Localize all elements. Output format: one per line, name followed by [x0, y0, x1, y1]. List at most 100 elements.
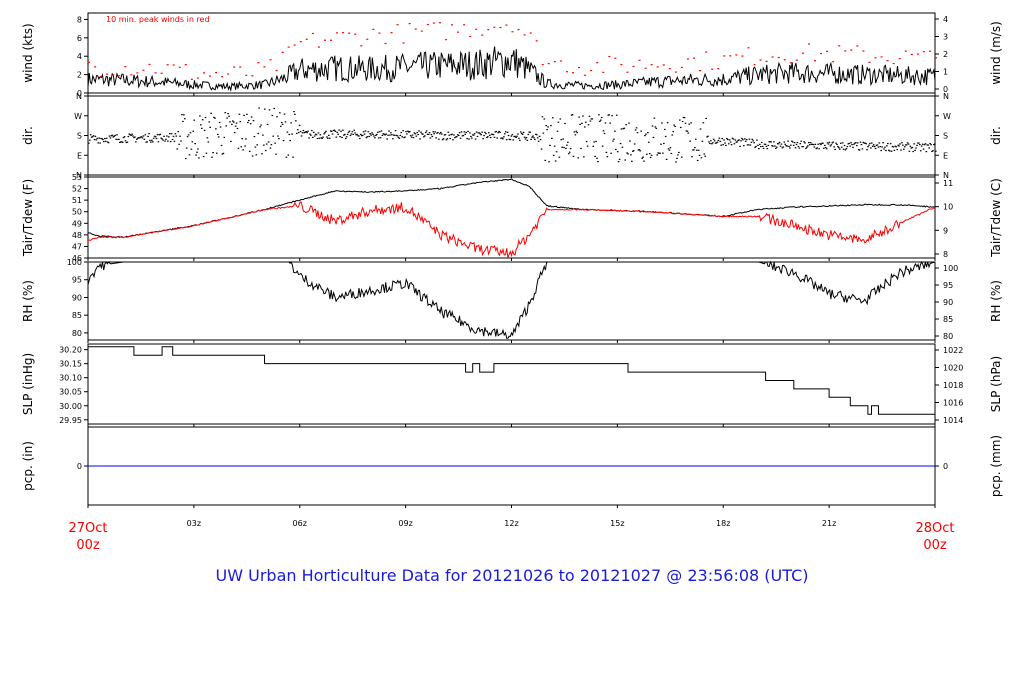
direction-point — [678, 151, 680, 154]
direction-point — [592, 145, 595, 147]
pressure-line — [88, 346, 936, 422]
direction-point — [544, 159, 547, 161]
direction-point — [160, 137, 163, 139]
panel-frame-temperature — [87, 176, 936, 259]
direction-point — [436, 132, 438, 134]
direction-point — [103, 140, 105, 143]
direction-point — [435, 137, 437, 139]
direction-point — [422, 133, 424, 135]
direction-point — [389, 134, 391, 136]
direction-point — [303, 131, 306, 134]
direction-point — [611, 115, 613, 117]
direction-point — [515, 136, 517, 139]
direction-point — [469, 132, 471, 134]
direction-point — [779, 145, 782, 147]
direction-point — [145, 141, 148, 143]
peak-wind-point — [602, 71, 605, 73]
air-temperature-line — [87, 178, 936, 239]
direction-point — [900, 149, 902, 151]
direction-point — [261, 153, 263, 155]
peak-wind-annotation: 10 min. peak winds in red — [106, 15, 210, 24]
direction-point — [568, 151, 571, 153]
ytick-right-label: 2 — [943, 50, 948, 59]
direction-point — [501, 137, 503, 139]
direction-point — [802, 145, 804, 148]
direction-point — [906, 142, 909, 144]
direction-point — [623, 127, 626, 129]
peak-wind-point — [88, 61, 90, 64]
direction-point — [255, 154, 258, 156]
direction-point — [687, 132, 690, 134]
direction-point — [709, 142, 711, 145]
peak-wind-point — [596, 62, 599, 64]
direction-point — [334, 130, 337, 132]
direction-point — [260, 124, 262, 126]
ytick-right-label: 100 — [943, 264, 958, 273]
direction-point — [287, 154, 290, 156]
direction-point — [426, 133, 429, 135]
peak-wind-point — [529, 32, 532, 34]
direction-point — [111, 134, 114, 136]
direction-point — [360, 135, 363, 137]
direction-point — [228, 115, 230, 117]
direction-point — [540, 148, 543, 150]
direction-point — [600, 116, 603, 119]
direction-point — [278, 137, 280, 140]
peak-wind-point — [281, 51, 284, 53]
direction-point — [273, 107, 275, 110]
direction-point — [681, 120, 684, 123]
direction-point — [707, 135, 709, 137]
direction-point — [364, 130, 367, 132]
direction-point — [306, 132, 308, 134]
direction-point — [541, 116, 544, 118]
direction-point — [879, 145, 882, 148]
direction-point — [438, 138, 440, 140]
direction-point — [437, 132, 439, 134]
direction-point — [405, 130, 407, 133]
direction-point — [512, 139, 515, 141]
direction-point — [229, 121, 231, 123]
direction-point — [248, 150, 251, 153]
direction-point — [588, 115, 591, 117]
direction-point — [108, 135, 111, 137]
direction-point — [741, 137, 743, 140]
direction-point — [878, 142, 881, 144]
direction-point — [708, 141, 710, 143]
direction-point — [155, 137, 158, 140]
direction-point — [788, 145, 790, 147]
direction-point — [873, 145, 876, 148]
direction-point — [651, 125, 654, 127]
direction-point — [343, 133, 346, 136]
direction-point — [717, 139, 720, 141]
direction-point — [215, 152, 218, 154]
direction-point — [748, 138, 751, 140]
direction-point — [470, 135, 472, 138]
direction-point — [596, 157, 598, 159]
ytick-right-label: 85 — [943, 315, 953, 324]
direction-point — [219, 126, 222, 128]
direction-point — [769, 141, 771, 143]
direction-point — [279, 125, 282, 127]
direction-point — [718, 137, 721, 139]
direction-point — [317, 132, 320, 134]
direction-point — [638, 149, 641, 151]
direction-point — [902, 144, 904, 146]
direction-point — [250, 116, 253, 118]
direction-point — [743, 145, 745, 147]
ytick-left-label: 53 — [72, 173, 82, 182]
direction-point — [542, 132, 545, 134]
peak-wind-point — [807, 43, 810, 45]
direction-point — [373, 135, 375, 137]
peak-wind-point — [360, 45, 363, 47]
direction-point — [460, 131, 463, 133]
direction-point — [715, 142, 718, 144]
direction-point — [361, 134, 364, 137]
direction-point — [471, 137, 473, 139]
ytick-right-label: 90 — [943, 298, 953, 307]
peak-wind-point — [898, 58, 901, 60]
peak-wind-point — [481, 34, 484, 36]
direction-point — [916, 144, 918, 146]
peak-wind-point — [699, 70, 702, 72]
direction-point — [140, 136, 143, 138]
direction-point — [93, 138, 96, 141]
